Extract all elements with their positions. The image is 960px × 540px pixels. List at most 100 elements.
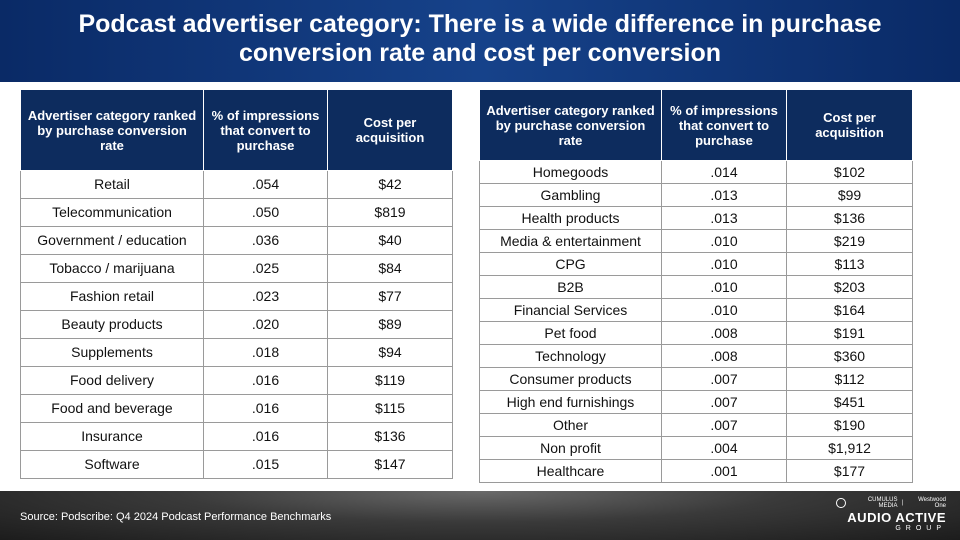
table-row: Technology .008 $360 [479, 344, 913, 368]
table-row: Pet food .008 $191 [479, 321, 913, 345]
cell-category: Supplements [20, 338, 204, 367]
cell-category: Food and beverage [20, 394, 204, 423]
table-row: High end furnishings .007 $451 [479, 390, 913, 414]
cell-cpa: $164 [786, 298, 913, 322]
logo-cumulus: CUMULUS MEDIA [867, 497, 898, 509]
table-header-row: Advertiser category ranked by purchase c… [479, 89, 913, 161]
table-row: Beauty products .020 $89 [20, 310, 453, 339]
cell-cpa: $147 [327, 450, 453, 479]
cell-category: Health products [479, 206, 662, 230]
cell-category: Tobacco / marijuana [20, 254, 204, 283]
table-header-row: Advertiser category ranked by purchase c… [20, 89, 453, 171]
cell-cpa: $190 [786, 413, 913, 437]
table-row: Healthcare .001 $177 [479, 459, 913, 483]
logo-divider: | [901, 500, 904, 506]
cell-cpa: $819 [327, 198, 453, 227]
cell-category: Homegoods [479, 160, 662, 184]
cell-conversion: .007 [661, 390, 787, 414]
cell-conversion: .010 [661, 275, 787, 299]
header-category: Advertiser category ranked by purchase c… [479, 89, 662, 161]
cell-conversion: .010 [661, 229, 787, 253]
left-data-table: Advertiser category ranked by purchase c… [20, 89, 453, 479]
cell-cpa: $1,912 [786, 436, 913, 460]
table-row: Insurance .016 $136 [20, 422, 453, 451]
cell-conversion: .015 [203, 450, 328, 479]
cell-conversion: .054 [203, 170, 328, 199]
title-banner: Podcast advertiser category: There is a … [0, 0, 960, 82]
table-row: Software .015 $147 [20, 450, 453, 479]
cell-category: Gambling [479, 183, 662, 207]
cell-conversion: .016 [203, 422, 328, 451]
cell-conversion: .023 [203, 282, 328, 311]
table-row: Fashion retail .023 $77 [20, 282, 453, 311]
cell-conversion: .025 [203, 254, 328, 283]
cell-category: Beauty products [20, 310, 204, 339]
cell-cpa: $42 [327, 170, 453, 199]
cell-conversion: .016 [203, 366, 328, 395]
page-title: Podcast advertiser category: There is a … [78, 10, 882, 67]
cell-category: Retail [20, 170, 204, 199]
cell-category: Non profit [479, 436, 662, 460]
table-row: Telecommunication .050 $819 [20, 198, 453, 227]
logo-main-text: AUDIO ACTIVE [847, 510, 946, 525]
cell-conversion: .007 [661, 367, 787, 391]
cell-category: Healthcare [479, 459, 662, 483]
cell-category: Other [479, 413, 662, 437]
cell-category: Telecommunication [20, 198, 204, 227]
right-table-body: Homegoods .014 $102 Gambling .013 $99 Health p… [479, 160, 913, 483]
header-conversion: % of impressions that convert to purchas… [661, 89, 787, 161]
cell-cpa: $113 [786, 252, 913, 276]
cell-category: CPG [479, 252, 662, 276]
cell-cpa: $40 [327, 226, 453, 255]
table-row: Other .007 $190 [479, 413, 913, 437]
cell-cpa: $102 [786, 160, 913, 184]
table-row: B2B .010 $203 [479, 275, 913, 299]
logo-westwood: Westwood One [918, 497, 946, 509]
table-row: Supplements .018 $94 [20, 338, 453, 367]
cell-category: Financial Services [479, 298, 662, 322]
cell-cpa: $89 [327, 310, 453, 339]
cell-conversion: .014 [661, 160, 787, 184]
cell-cpa: $136 [786, 206, 913, 230]
cell-category: Technology [479, 344, 662, 368]
table-row: Consumer products .007 $112 [479, 367, 913, 391]
header-cpa: Cost per acquisition [786, 89, 913, 161]
cell-category: Consumer products [479, 367, 662, 391]
footer-bar: Source: Podscribe: Q4 2024 Podcast Perfo… [0, 491, 960, 540]
cell-conversion: .050 [203, 198, 328, 227]
cell-conversion: .001 [661, 459, 787, 483]
table-row: Food and beverage .016 $115 [20, 394, 453, 423]
cell-cpa: $115 [327, 394, 453, 423]
cell-conversion: .036 [203, 226, 328, 255]
cumulus-circle-icon [836, 498, 846, 508]
right-data-table: Advertiser category ranked by purchase c… [479, 89, 913, 483]
source-note: Source: Podscribe: Q4 2024 Podcast Perfo… [20, 511, 332, 523]
cell-cpa: $99 [786, 183, 913, 207]
cell-cpa: $360 [786, 344, 913, 368]
cell-cpa: $191 [786, 321, 913, 345]
cell-conversion: .010 [661, 252, 787, 276]
table-row: Food delivery .016 $119 [20, 366, 453, 395]
cell-category: High end furnishings [479, 390, 662, 414]
cell-category: Food delivery [20, 366, 204, 395]
cell-conversion: .007 [661, 413, 787, 437]
cell-category: Software [20, 450, 204, 479]
cell-cpa: $119 [327, 366, 453, 395]
table-row: Retail .054 $42 [20, 170, 453, 199]
cell-cpa: $112 [786, 367, 913, 391]
cell-conversion: .018 [203, 338, 328, 367]
table-row: Tobacco / marijuana .025 $84 [20, 254, 453, 283]
cell-conversion: .016 [203, 394, 328, 423]
header-category: Advertiser category ranked by purchase c… [20, 89, 204, 171]
table-row: Non profit .004 $1,912 [479, 436, 913, 460]
logo-partners: CUMULUS MEDIA | Westwood One [836, 497, 946, 509]
cell-category: B2B [479, 275, 662, 299]
table-row: Homegoods .014 $102 [479, 160, 913, 184]
cell-cpa: $203 [786, 275, 913, 299]
table-row: Financial Services .010 $164 [479, 298, 913, 322]
logo-sub-text: GROUP [895, 525, 946, 532]
cell-category: Fashion retail [20, 282, 204, 311]
table-row: Government / education .036 $40 [20, 226, 453, 255]
audio-active-group-logo: CUMULUS MEDIA | Westwood One AUDIO ACTIV… [836, 497, 946, 533]
cell-category: Government / education [20, 226, 204, 255]
